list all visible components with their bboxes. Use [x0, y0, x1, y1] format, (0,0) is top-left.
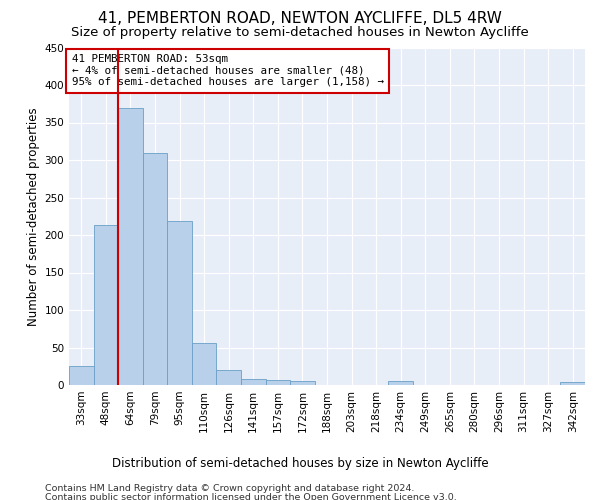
Text: Size of property relative to semi-detached houses in Newton Aycliffe: Size of property relative to semi-detach…: [71, 26, 529, 39]
Text: Contains HM Land Registry data © Crown copyright and database right 2024.: Contains HM Land Registry data © Crown c…: [45, 484, 415, 493]
Text: 41 PEMBERTON ROAD: 53sqm
← 4% of semi-detached houses are smaller (48)
95% of se: 41 PEMBERTON ROAD: 53sqm ← 4% of semi-de…: [71, 54, 383, 88]
Bar: [241, 379, 266, 385]
Bar: [290, 381, 315, 385]
Bar: [118, 108, 143, 385]
Bar: [388, 381, 413, 385]
Bar: [94, 225, 118, 385]
Bar: [167, 221, 192, 385]
Bar: [560, 382, 585, 385]
Bar: [143, 152, 167, 385]
Bar: [217, 370, 241, 385]
Bar: [266, 380, 290, 385]
Bar: [192, 343, 217, 385]
Y-axis label: Number of semi-detached properties: Number of semi-detached properties: [27, 107, 40, 326]
Text: Contains public sector information licensed under the Open Government Licence v3: Contains public sector information licen…: [45, 492, 457, 500]
Text: 41, PEMBERTON ROAD, NEWTON AYCLIFFE, DL5 4RW: 41, PEMBERTON ROAD, NEWTON AYCLIFFE, DL5…: [98, 11, 502, 26]
Bar: [69, 366, 94, 385]
Text: Distribution of semi-detached houses by size in Newton Aycliffe: Distribution of semi-detached houses by …: [112, 458, 488, 470]
